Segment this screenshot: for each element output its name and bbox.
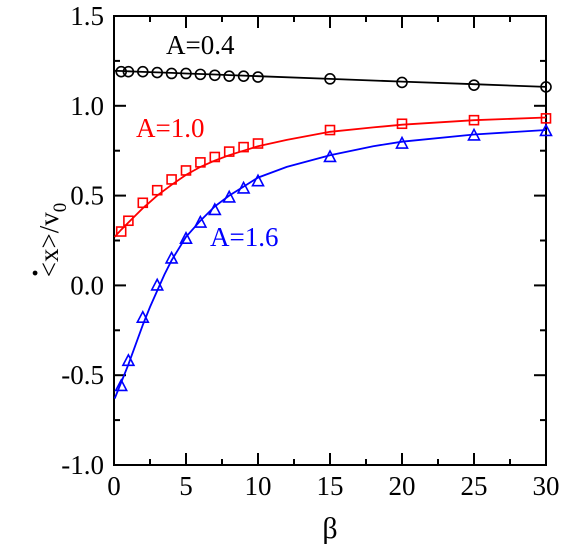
data-point (179, 230, 193, 245)
data-point (540, 113, 552, 124)
data-point (115, 65, 127, 78)
data-point (252, 138, 264, 149)
y-axis-title-x: x (34, 248, 64, 262)
series-label-1: A=0.4 (166, 30, 235, 60)
data-point (209, 69, 221, 82)
y-axis-title-v: v (34, 212, 64, 226)
data-point (468, 79, 480, 91)
data-point (252, 71, 264, 83)
y-axis-title-lt: < (34, 262, 64, 277)
data-point (123, 215, 134, 227)
series-label-3: A=1.6 (210, 222, 278, 252)
data-point (166, 174, 177, 185)
y-tick-label: 0.0 (70, 270, 104, 300)
data-point (114, 378, 129, 392)
x-axis-title: β (322, 512, 337, 544)
x-tick-label: 30 (533, 471, 560, 501)
data-point (468, 114, 480, 126)
data-point (323, 149, 337, 163)
x-tick-label: 20 (389, 471, 416, 501)
data-point (135, 310, 150, 324)
data-point (396, 118, 408, 130)
x-tick-label: 10 (245, 471, 272, 501)
ticks (113, 15, 547, 466)
data-point (251, 173, 265, 187)
y-tick-label: 0.5 (70, 181, 104, 211)
x-tick-label: 25 (461, 471, 488, 501)
data-point (122, 65, 135, 78)
data-point (540, 81, 552, 93)
y-tick-label: 1.5 (70, 1, 104, 31)
data-point (396, 76, 408, 89)
data-point (150, 277, 165, 291)
data-point (165, 67, 178, 80)
data-point (222, 189, 237, 203)
series-line-1 (114, 69, 547, 88)
plot-area (113, 65, 553, 399)
data-point (395, 135, 409, 149)
y-axis-title-sub: 0 (50, 203, 71, 213)
series-label-2: A=1.0 (136, 113, 204, 143)
x-tick-label: 0 (107, 471, 121, 501)
data-point (115, 226, 127, 237)
data-point (151, 66, 163, 79)
y-tick-label: 1.0 (70, 91, 104, 121)
data-point (236, 180, 251, 194)
x-tick-label: 5 (179, 471, 193, 501)
data-point (180, 165, 192, 176)
data-point (238, 141, 249, 153)
x-tick-label: 15 (317, 471, 344, 501)
data-point (137, 197, 149, 209)
data-point (137, 65, 149, 78)
y-axis-title-slash: / (34, 225, 64, 233)
data-point (467, 127, 481, 141)
y-tick-label: -0.5 (61, 360, 104, 390)
data-point (237, 70, 250, 82)
data-point (223, 70, 235, 82)
data-point (164, 250, 179, 264)
data-point (180, 67, 192, 80)
data-point (121, 353, 136, 367)
data-point (209, 151, 221, 163)
data-point (223, 146, 235, 157)
svg-text:<x>/v0: <x>/v0 (34, 203, 71, 277)
series-line-3 (113, 129, 547, 399)
y-axis-title-dot: · (19, 268, 52, 278)
y-axis-title-gt: > (34, 233, 64, 248)
data-point (324, 124, 336, 136)
data-point (195, 157, 206, 168)
y-axis-title: <x>/v0 · (19, 203, 71, 278)
data-point (151, 184, 163, 196)
data-point (324, 73, 336, 85)
data-point (193, 214, 208, 228)
data-point (194, 68, 207, 81)
data-point (207, 202, 222, 216)
tick-labels: 0 5 10 15 20 25 30 -1.0 -0.5 0.0 0.5 1.0 1.5 (61, 1, 559, 501)
y-tick-label: -1.0 (61, 450, 104, 480)
series-labels: A=0.4 A=1.0 A=1.6 (136, 30, 278, 252)
data-point (539, 123, 553, 137)
